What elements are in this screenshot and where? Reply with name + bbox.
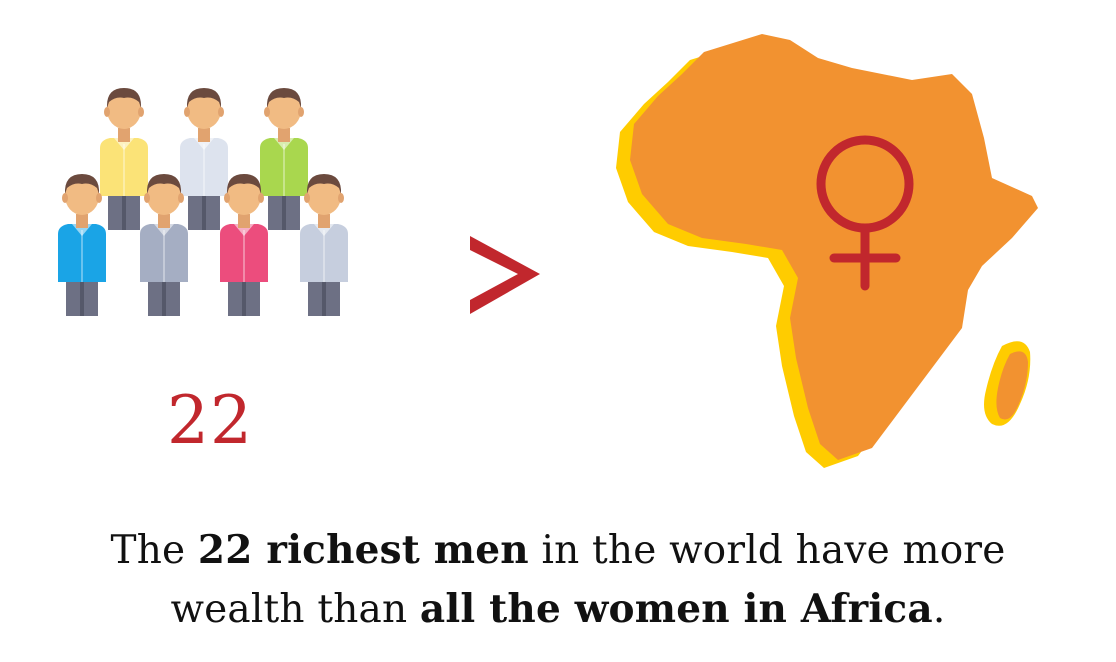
caption-text: The	[110, 528, 198, 573]
caption-emphasis: 22 richest men	[197, 527, 529, 573]
caption-text: wealth than	[170, 587, 420, 632]
greater-than-icon	[470, 236, 540, 314]
group-of-men-icon	[58, 88, 348, 316]
caption-text: .	[932, 587, 946, 632]
female-symbol-icon	[816, 135, 914, 291]
caption-text: in the world have more	[528, 528, 1006, 573]
caption-line-1: The 22 richest men in the world have mor…	[0, 521, 1116, 580]
caption-line-2: wealth than all the women in Africa.	[0, 580, 1116, 639]
africa-map-icon	[616, 34, 1038, 468]
caption-emphasis: all the women in Africa	[419, 586, 933, 632]
count-label: 22	[167, 382, 253, 459]
caption: The 22 richest men in the world have mor…	[0, 521, 1116, 639]
